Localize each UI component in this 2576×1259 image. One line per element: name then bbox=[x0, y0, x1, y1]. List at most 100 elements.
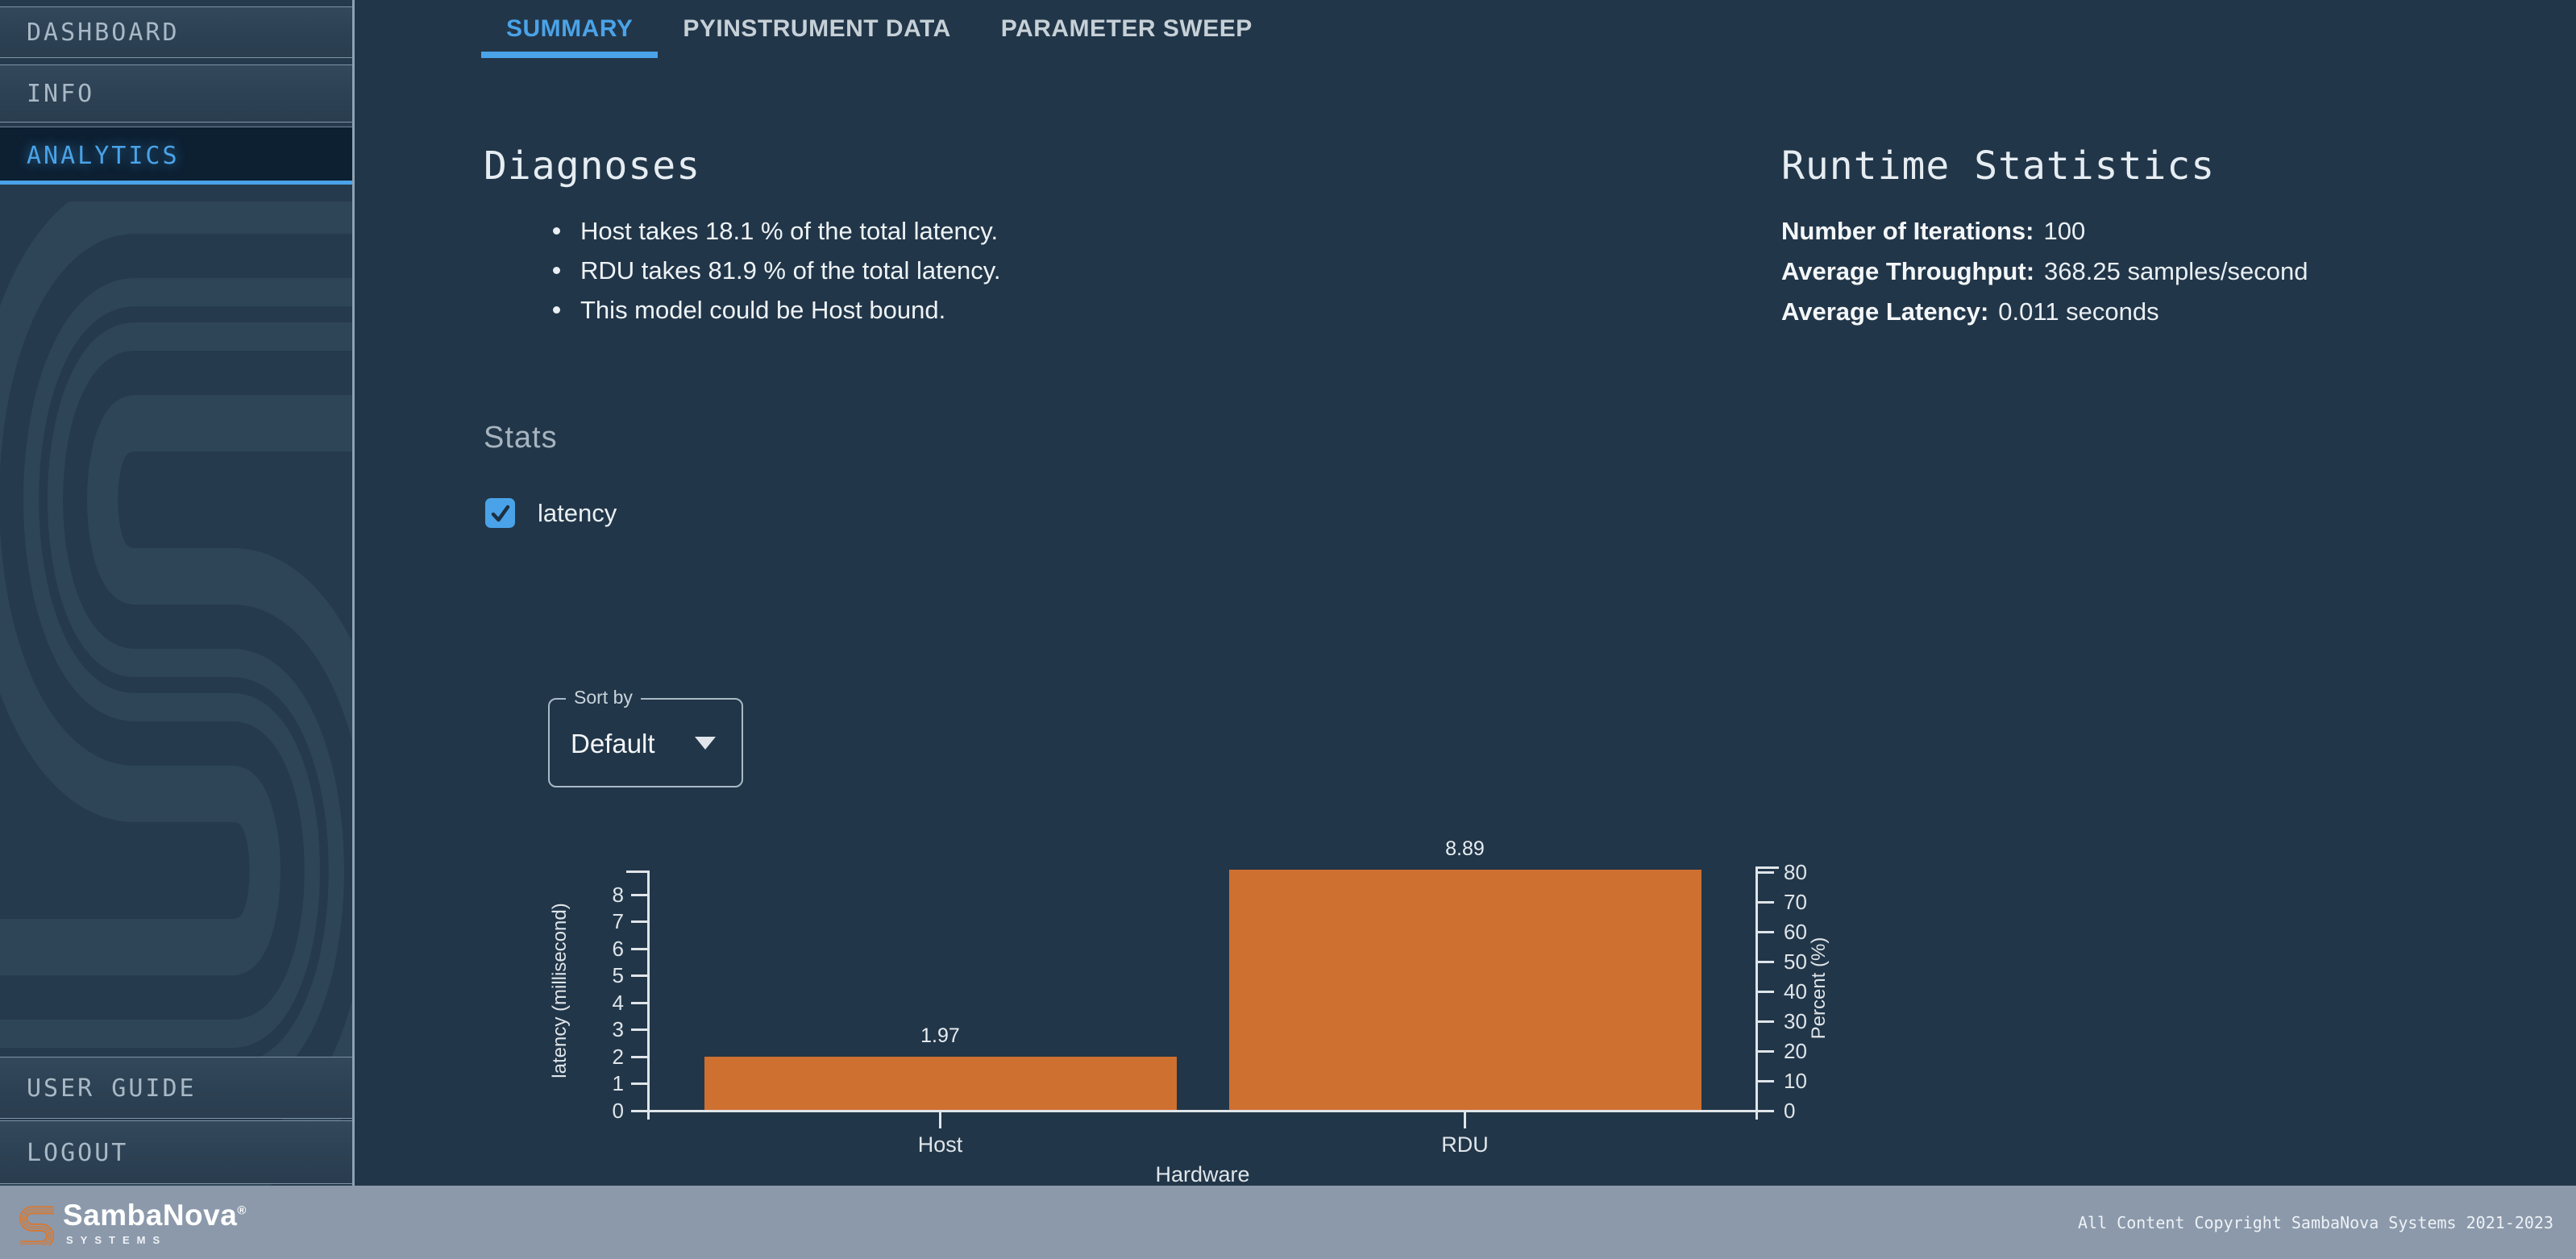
diagnoses-title: Diagnoses bbox=[484, 143, 701, 189]
y-tick-label-right: 0 bbox=[1784, 1099, 1796, 1123]
y-tick-label-left: 6 bbox=[612, 936, 624, 961]
chevron-down-icon bbox=[695, 737, 716, 750]
stat-label: Number of Iterations: bbox=[1781, 217, 2034, 245]
y-tick-label-right: 70 bbox=[1784, 889, 1807, 914]
sidebar-item-dashboard[interactable]: DASHBOARD bbox=[0, 6, 352, 58]
y-tick-left bbox=[631, 1028, 647, 1032]
y-tick-label-left: 3 bbox=[612, 1017, 624, 1042]
y-tick-label-left: 8 bbox=[612, 882, 624, 907]
y-tick-label-right: 30 bbox=[1784, 1008, 1807, 1033]
stat-value: 368.25 samples/second bbox=[2044, 257, 2308, 285]
latency-checkbox-row[interactable]: latency bbox=[485, 498, 617, 528]
y-axis-left-cap bbox=[626, 870, 647, 873]
y-tick-left bbox=[631, 1082, 647, 1086]
bar-rdu bbox=[1229, 869, 1701, 1110]
tab-summary[interactable]: SUMMARY bbox=[481, 0, 659, 58]
y-tick-right bbox=[1758, 900, 1774, 904]
sort-by-value: Default bbox=[571, 729, 655, 758]
sidebar: DASHBOARD INFO ANALYTICS USER GUIDE LOGOUT bbox=[0, 0, 355, 1186]
diagnosis-item: This model could be Host bound. bbox=[484, 290, 1001, 330]
runtime-stat-row: Number of Iterations: 100 bbox=[1781, 211, 2308, 251]
y-axis-right-spine bbox=[1755, 866, 1758, 1120]
stats-section-title: Stats bbox=[484, 421, 558, 455]
runtime-statistics-title: Runtime Statistics bbox=[1781, 143, 2216, 189]
y-tick-right bbox=[1758, 1020, 1774, 1023]
bar-value-label: 8.89 bbox=[1445, 837, 1485, 860]
sort-by-select[interactable]: Sort by Default bbox=[548, 687, 743, 787]
latency-bar-chart: 0 1 2 3 4 5 6 7 8 0 10 20 30 40 50 60 70 80 Host 1.97 RDU 8.8… bbox=[451, 818, 1918, 1189]
y-tick-right bbox=[1758, 990, 1774, 993]
y-tick-right bbox=[1758, 870, 1774, 874]
bullet-icon bbox=[553, 267, 560, 274]
registered-mark: ® bbox=[237, 1203, 247, 1218]
y-axis-left-spine bbox=[647, 870, 650, 1120]
y-tick-label-left: 0 bbox=[612, 1099, 624, 1123]
y-axis-title-right: Percent (%) bbox=[1808, 937, 1830, 1040]
y-tick-left bbox=[631, 1001, 647, 1004]
x-axis-title: Hardware bbox=[1155, 1162, 1250, 1186]
y-axis-title-left: latency (millisecond) bbox=[549, 902, 571, 1078]
tab-bar: SUMMARY PYINSTRUMENT DATA PARAMETER SWEEP bbox=[481, 0, 1278, 58]
stat-label: Average Latency: bbox=[1781, 297, 1989, 326]
checkmark-icon bbox=[491, 505, 509, 521]
y-axis-right-cap bbox=[1758, 866, 1779, 869]
sambanova-s-watermark-icon bbox=[0, 202, 352, 1186]
tab-parameter-sweep[interactable]: PARAMETER SWEEP bbox=[1000, 15, 1253, 42]
runtime-stat-row: Average Latency: 0.011 seconds bbox=[1781, 292, 2308, 332]
diagnosis-text: Host takes 18.1 % of the total latency. bbox=[580, 216, 999, 245]
y-tick-left bbox=[631, 920, 647, 924]
y-tick-right bbox=[1758, 1110, 1774, 1112]
y-tick-label-right: 50 bbox=[1784, 949, 1807, 974]
diagnosis-text: RDU takes 81.9 % of the total latency. bbox=[580, 256, 1001, 285]
x-tick-label: Host bbox=[917, 1132, 963, 1157]
y-tick-left bbox=[631, 893, 647, 896]
y-tick-left bbox=[631, 974, 647, 978]
y-tick-right bbox=[1758, 1079, 1774, 1082]
sidebar-item-logout[interactable]: LOGOUT bbox=[0, 1120, 352, 1184]
x-tick bbox=[1464, 1112, 1466, 1128]
stat-value: 0.011 seconds bbox=[1998, 297, 2159, 326]
sidebar-item-analytics[interactable]: ANALYTICS bbox=[0, 127, 352, 185]
copyright-text: All Content Copyright SambaNova Systems … bbox=[2077, 1212, 2553, 1232]
latency-checkbox[interactable] bbox=[485, 498, 515, 528]
x-axis-spine bbox=[647, 1110, 1758, 1112]
brand-name: SambaNova® bbox=[63, 1199, 247, 1232]
y-tick-left bbox=[631, 947, 647, 950]
sort-by-label: Sort by bbox=[566, 687, 641, 708]
diagnoses-list: Host takes 18.1 % of the total latency. R… bbox=[484, 211, 1001, 330]
bar-host bbox=[704, 1056, 1177, 1110]
x-tick-label: RDU bbox=[1441, 1132, 1489, 1157]
bullet-icon bbox=[553, 306, 560, 314]
diagnosis-text: This model could be Host bound. bbox=[580, 295, 946, 324]
y-tick-label-right: 40 bbox=[1784, 979, 1807, 1003]
y-tick-label-left: 2 bbox=[612, 1044, 624, 1069]
y-tick-label-left: 1 bbox=[612, 1071, 624, 1096]
footer: SambaNova® SYSTEMS All Content Copyright… bbox=[0, 1186, 2576, 1259]
y-tick-right bbox=[1758, 930, 1774, 933]
y-tick-label-left: 7 bbox=[612, 909, 624, 934]
diagnosis-item: RDU takes 81.9 % of the total latency. bbox=[484, 251, 1001, 290]
bar-value-label: 1.97 bbox=[920, 1024, 960, 1047]
runtime-statistics-list: Number of Iterations: 100 Average Throughp… bbox=[1781, 211, 2308, 332]
y-tick-label-left: 4 bbox=[612, 990, 624, 1015]
y-tick-left bbox=[631, 1110, 647, 1112]
runtime-stat-row: Average Throughput: 368.25 samples/second bbox=[1781, 251, 2308, 292]
y-tick-right bbox=[1758, 1049, 1774, 1053]
stat-label: Average Throughput: bbox=[1781, 257, 2035, 285]
y-tick-label-right: 80 bbox=[1784, 859, 1807, 884]
brand-subtitle: SYSTEMS bbox=[66, 1234, 168, 1246]
diagnosis-item: Host takes 18.1 % of the total latency. bbox=[484, 211, 1001, 251]
sidebar-item-user-guide[interactable]: USER GUIDE bbox=[0, 1057, 352, 1119]
y-tick-label-right: 60 bbox=[1784, 919, 1807, 944]
tab-pyinstrument-data[interactable]: PYINSTRUMENT DATA bbox=[683, 15, 951, 42]
y-tick-label-left: 5 bbox=[612, 963, 624, 988]
sidebar-item-info[interactable]: INFO bbox=[0, 64, 352, 123]
latency-checkbox-label: latency bbox=[538, 498, 617, 527]
sambanova-logo-icon bbox=[19, 1206, 55, 1245]
y-tick-left bbox=[631, 1055, 647, 1058]
bullet-icon bbox=[553, 227, 560, 235]
x-tick bbox=[939, 1112, 941, 1128]
stat-value: 100 bbox=[2043, 217, 2086, 245]
y-tick-right bbox=[1758, 960, 1774, 963]
